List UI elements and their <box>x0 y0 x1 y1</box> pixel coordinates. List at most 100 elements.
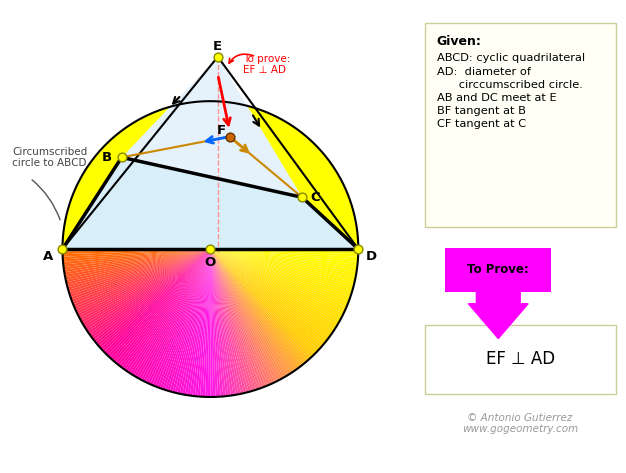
Polygon shape <box>210 249 349 305</box>
Polygon shape <box>210 249 307 362</box>
Polygon shape <box>210 144 317 249</box>
Polygon shape <box>210 239 358 249</box>
Polygon shape <box>210 180 342 249</box>
Text: © Antonio Gutierrez
www.gogeometry.com: © Antonio Gutierrez www.gogeometry.com <box>462 412 578 434</box>
Polygon shape <box>210 101 213 249</box>
Polygon shape <box>165 108 210 249</box>
Polygon shape <box>132 123 210 249</box>
Polygon shape <box>63 249 210 252</box>
Polygon shape <box>210 244 358 249</box>
Polygon shape <box>210 249 351 300</box>
Polygon shape <box>210 105 249 249</box>
Polygon shape <box>210 125 293 249</box>
Polygon shape <box>210 249 340 323</box>
Polygon shape <box>86 249 210 332</box>
Polygon shape <box>81 175 210 249</box>
Polygon shape <box>210 113 270 249</box>
Polygon shape <box>210 249 352 292</box>
Polygon shape <box>210 249 329 340</box>
Polygon shape <box>104 144 210 249</box>
Polygon shape <box>134 249 210 377</box>
Polygon shape <box>203 101 210 249</box>
Polygon shape <box>78 182 210 249</box>
Polygon shape <box>210 249 215 397</box>
Polygon shape <box>210 175 340 249</box>
Polygon shape <box>302 176 358 249</box>
Polygon shape <box>128 249 210 373</box>
Polygon shape <box>68 208 210 249</box>
Polygon shape <box>210 228 357 249</box>
Polygon shape <box>210 249 326 344</box>
Polygon shape <box>117 132 210 249</box>
Polygon shape <box>210 223 356 249</box>
Polygon shape <box>210 249 354 288</box>
Polygon shape <box>139 118 210 249</box>
Polygon shape <box>210 249 218 397</box>
Polygon shape <box>134 121 210 249</box>
Polygon shape <box>88 164 210 249</box>
Polygon shape <box>210 249 322 348</box>
Polygon shape <box>210 249 302 367</box>
Polygon shape <box>157 110 210 249</box>
Polygon shape <box>210 164 333 249</box>
Polygon shape <box>63 239 210 249</box>
Polygon shape <box>210 234 357 249</box>
Point <box>213 53 223 61</box>
Polygon shape <box>63 236 210 249</box>
Polygon shape <box>210 249 339 325</box>
Polygon shape <box>71 249 210 302</box>
Polygon shape <box>210 249 327 342</box>
Polygon shape <box>210 249 309 361</box>
Polygon shape <box>210 249 293 373</box>
Polygon shape <box>100 148 210 249</box>
Polygon shape <box>69 249 210 295</box>
Polygon shape <box>210 201 351 249</box>
Polygon shape <box>63 249 210 254</box>
Polygon shape <box>210 249 357 272</box>
Polygon shape <box>71 196 210 249</box>
Polygon shape <box>64 249 210 270</box>
Text: E: E <box>213 40 222 53</box>
Polygon shape <box>64 249 210 277</box>
Polygon shape <box>139 249 210 380</box>
Polygon shape <box>132 249 210 376</box>
Polygon shape <box>210 108 259 249</box>
FancyBboxPatch shape <box>446 248 551 292</box>
Polygon shape <box>210 117 280 249</box>
Polygon shape <box>94 156 210 249</box>
Polygon shape <box>210 162 332 249</box>
Polygon shape <box>180 104 210 249</box>
Polygon shape <box>210 249 321 350</box>
Polygon shape <box>210 249 266 387</box>
Polygon shape <box>210 130 299 249</box>
Polygon shape <box>64 221 210 249</box>
Polygon shape <box>210 249 295 372</box>
Text: ABCD: cyclic quadrilateral
AD:  diameter of
      circcumscribed circle.
AB and : ABCD: cyclic quadrilateral AD: diameter … <box>436 53 585 130</box>
Polygon shape <box>67 211 210 249</box>
Polygon shape <box>210 249 254 391</box>
Polygon shape <box>210 160 330 249</box>
Polygon shape <box>69 249 210 297</box>
Polygon shape <box>210 156 327 249</box>
Polygon shape <box>210 249 280 381</box>
Polygon shape <box>100 249 210 350</box>
Polygon shape <box>210 132 304 249</box>
Polygon shape <box>104 249 210 354</box>
Polygon shape <box>63 249 210 264</box>
Polygon shape <box>210 231 357 249</box>
Polygon shape <box>210 249 287 377</box>
Polygon shape <box>210 249 337 327</box>
Polygon shape <box>102 146 210 249</box>
Polygon shape <box>210 249 349 302</box>
Polygon shape <box>210 106 251 249</box>
Polygon shape <box>69 203 210 249</box>
Polygon shape <box>82 173 210 249</box>
Polygon shape <box>162 108 210 249</box>
Polygon shape <box>210 111 266 249</box>
Polygon shape <box>75 249 210 312</box>
Polygon shape <box>210 249 347 307</box>
Polygon shape <box>210 249 277 382</box>
Polygon shape <box>175 249 210 393</box>
Polygon shape <box>210 193 349 249</box>
Polygon shape <box>160 109 210 249</box>
